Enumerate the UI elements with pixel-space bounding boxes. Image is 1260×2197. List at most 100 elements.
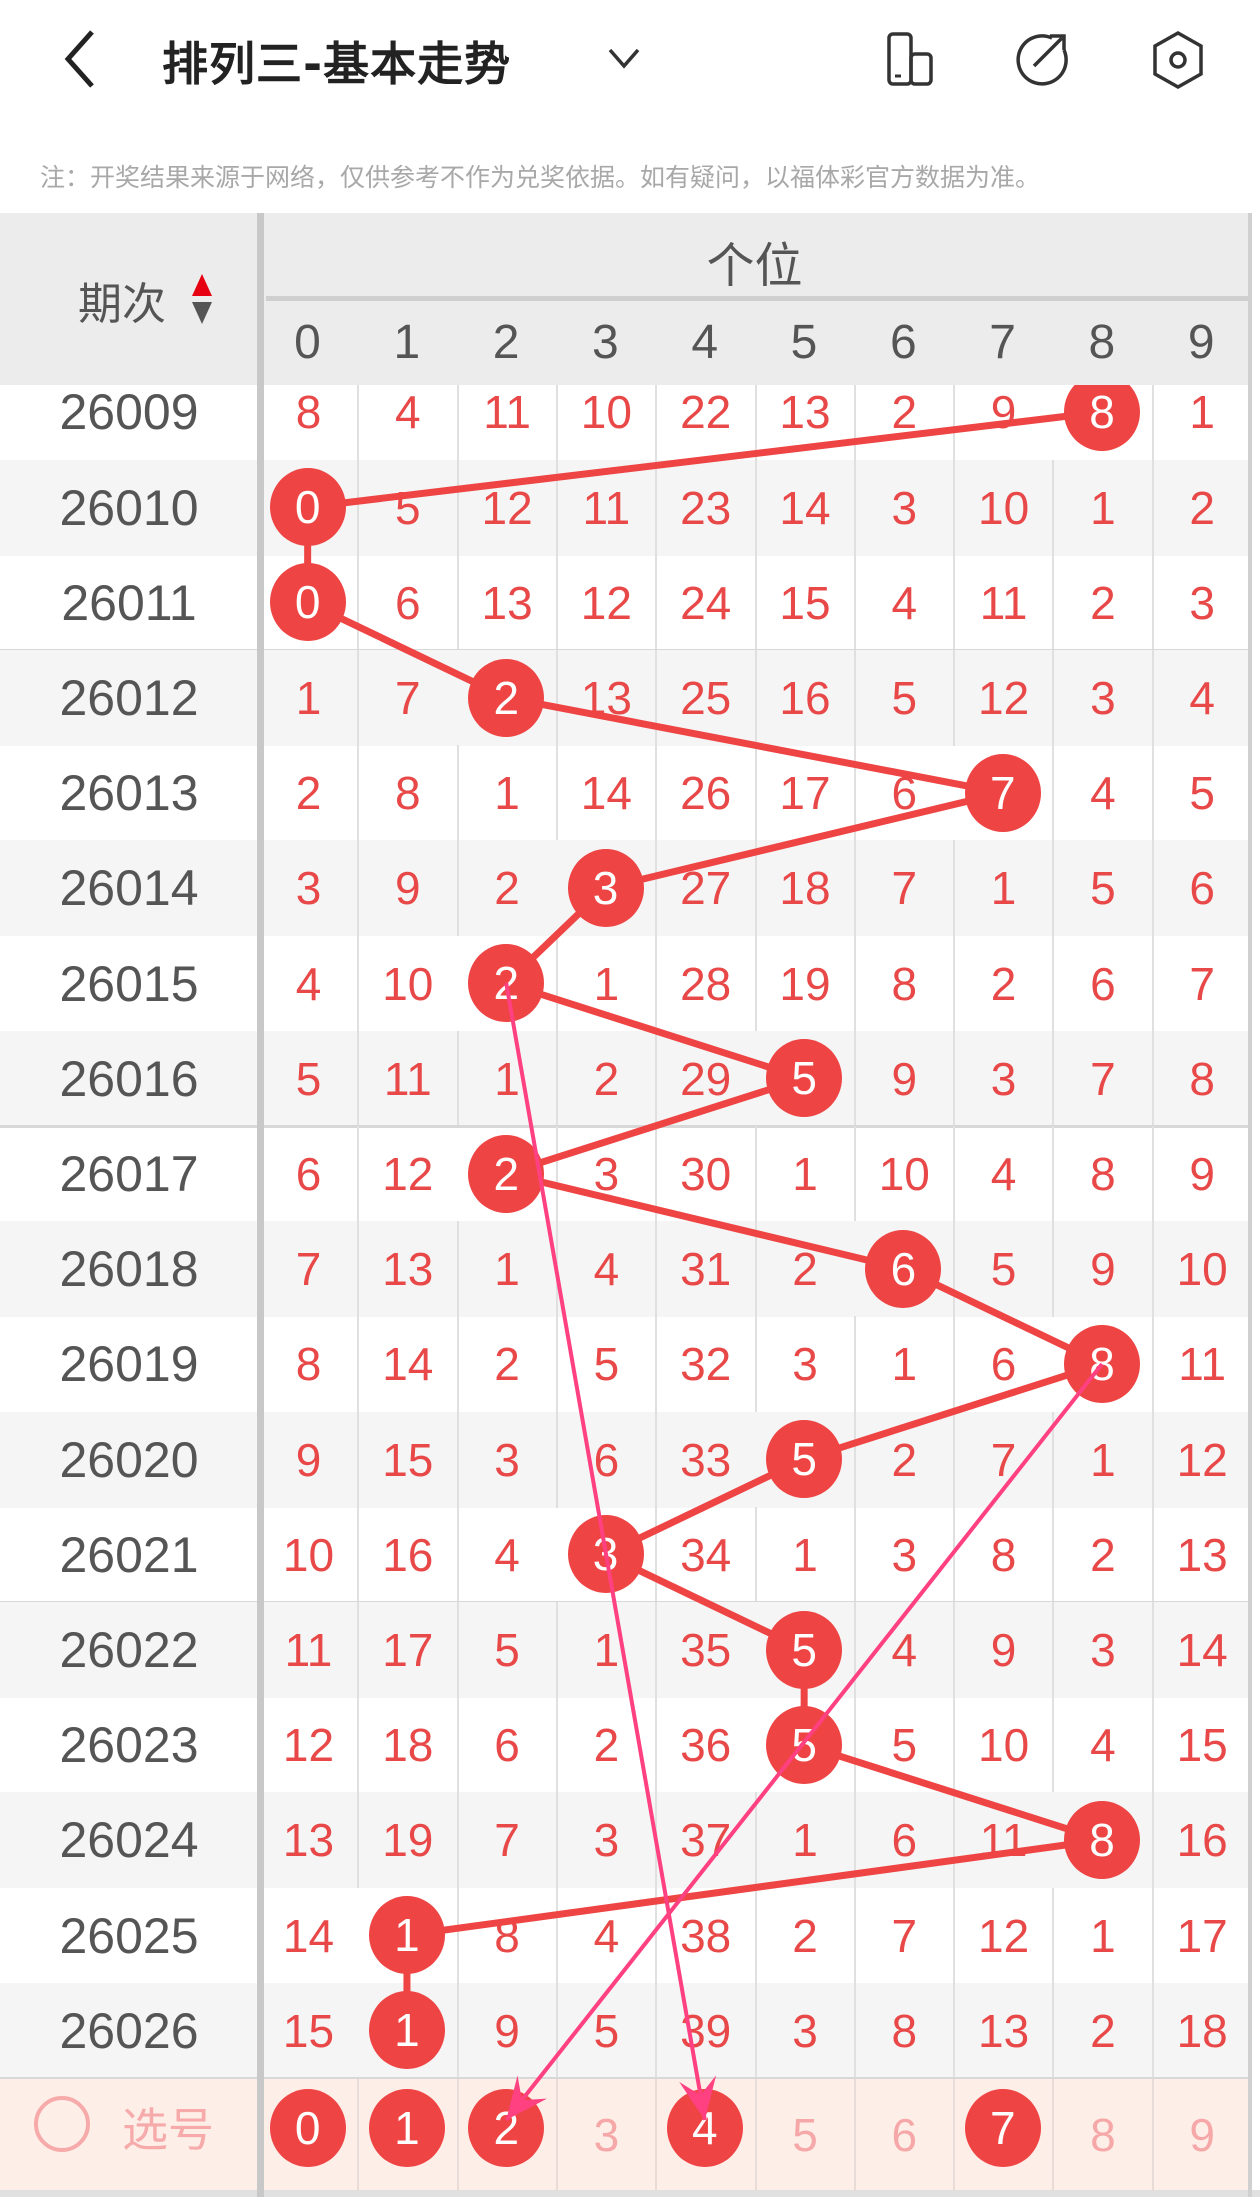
omission-cell: 2 (754, 1887, 854, 1984)
period-cell: 26020 (59, 1431, 199, 1488)
omission-cell: 11 (1151, 1316, 1250, 1413)
select-number-9[interactable]: 9 (1151, 2079, 1251, 2191)
omission-cell: 8 (853, 1982, 953, 2079)
omission-cell: 16 (754, 650, 854, 746)
omission-cell: 17 (357, 1602, 456, 1698)
omission-cell: 35 (655, 1602, 754, 1698)
omission-cell: 9 (1052, 1221, 1151, 1318)
select-number-7[interactable] (953, 2079, 1052, 2191)
selected-number-ball[interactable]: 1 (368, 2089, 445, 2167)
omission-cell: 17 (1151, 1887, 1250, 1984)
omission-cell: 29 (655, 1030, 754, 1127)
table-row: 26022 11 17 5 1 35 4 9 3 14 (0, 1602, 1250, 1698)
selected-number-ball[interactable]: 2 (468, 2089, 545, 2167)
omission-cell: 37 (655, 1792, 754, 1889)
settings-icon[interactable] (1148, 30, 1208, 90)
omission-cell: 6 (953, 1316, 1052, 1413)
table-row: 26025 14 8 4 38 2 7 12 1 17 (0, 1887, 1250, 1984)
omission-cell: 7 (953, 1411, 1052, 1508)
period-cell: 26012 (59, 670, 199, 726)
hit-ball: 2 (468, 658, 545, 737)
omission-cell: 3 (555, 1792, 655, 1889)
selected-number-ball[interactable]: 0 (269, 2089, 346, 2167)
select-number-2[interactable] (456, 2079, 556, 2191)
omission-cell: 16 (357, 1506, 456, 1603)
column-header-6: 6 (889, 316, 917, 369)
period-cell: 26011 (61, 574, 197, 631)
omission-cell: 6 (357, 554, 456, 651)
table-row: 26009 8 4 11 10 22 13 2 9 1 (0, 385, 1250, 461)
omission-cell: 4 (953, 1126, 1052, 1222)
omission-cell: 4 (1052, 745, 1151, 842)
omission-cell: 2 (456, 1316, 556, 1413)
table-row: 26016 5 11 1 2 29 9 3 7 8 (0, 1030, 1250, 1127)
omission-cell: 10 (1151, 1221, 1250, 1318)
omission-cell: 3 (456, 1411, 556, 1508)
select-number-3[interactable]: 3 (555, 2079, 655, 2191)
omission-cell: 28 (655, 935, 754, 1032)
omission-cell: 5 (853, 1697, 953, 1794)
omission-cell: 23 (655, 459, 754, 556)
omission-cell: 9 (1151, 1126, 1250, 1222)
hit-ball: 1 (368, 1991, 445, 2070)
omission-cell: 5 (258, 1030, 357, 1127)
trend-table-body[interactable]: 26009 8 4 11 10 22 13 2 9 1 26010 5 12 11 23 14 3 10 1 2 260… (0, 385, 1250, 2079)
select-number-6[interactable]: 6 (853, 2079, 953, 2191)
top-bar: 排列三-基本走势 (0, 0, 1260, 120)
omission-cell: 19 (357, 1792, 456, 1889)
omission-cell: 3 (555, 1126, 655, 1222)
select-radio[interactable] (34, 2096, 90, 2152)
omission-cell: 1 (853, 1316, 953, 1413)
period-header[interactable]: 期次 (78, 279, 166, 330)
period-cell: 26009 (59, 385, 199, 441)
page-title[interactable]: 排列三-基本走势 (162, 37, 512, 91)
sort-icon[interactable] (190, 272, 214, 326)
omission-cell: 2 (754, 1221, 854, 1318)
select-number-4[interactable] (655, 2079, 754, 2191)
table-row: 26013 2 8 1 14 26 17 6 4 5 (0, 745, 1250, 842)
chevron-down-icon[interactable] (604, 40, 644, 76)
omission-cell: 10 (853, 1126, 953, 1222)
selected-number-ball[interactable]: 7 (964, 2089, 1041, 2167)
omission-cell: 10 (357, 935, 456, 1032)
omission-cell: 18 (1151, 1982, 1250, 2079)
omission-cell: 9 (853, 1030, 953, 1127)
omission-cell: 30 (655, 1126, 754, 1222)
period-cell: 26021 (59, 1526, 199, 1583)
select-number-1[interactable] (357, 2079, 456, 2191)
selected-number-ball[interactable]: 4 (666, 2089, 743, 2167)
column-header-2: 2 (492, 316, 520, 369)
omission-cell: 18 (754, 840, 854, 937)
omission-cell: 1 (1052, 1411, 1151, 1508)
omission-cell: 8 (258, 1316, 357, 1413)
omission-cell: 18 (357, 1697, 456, 1794)
column-header-8: 8 (1088, 316, 1116, 369)
omission-cell: 32 (655, 1316, 754, 1413)
omission-cell: 4 (555, 1887, 655, 1984)
share-icon[interactable] (1012, 30, 1072, 90)
omission-cell: 3 (853, 1506, 953, 1603)
omission-cell: 34 (655, 1506, 754, 1603)
omission-cell: 2 (953, 935, 1052, 1032)
period-cell: 26016 (59, 1050, 199, 1107)
omission-cell: 2 (258, 745, 357, 842)
omission-cell: 14 (555, 745, 655, 842)
omission-cell: 8 (357, 745, 456, 842)
column-header-7: 7 (989, 316, 1016, 369)
omission-cell: 7 (456, 1792, 556, 1889)
select-number-8[interactable]: 8 (1052, 2079, 1151, 2191)
omission-cell: 4 (357, 385, 456, 461)
omission-cell: 5 (357, 459, 456, 556)
layout-icon[interactable] (884, 30, 944, 90)
omission-cell: 3 (853, 459, 953, 556)
scrollbar-track[interactable] (1248, 213, 1252, 2197)
hit-ball: 0 (269, 563, 346, 642)
omission-cell: 31 (655, 1221, 754, 1318)
omission-cell: 3 (1052, 650, 1151, 746)
table-row: 26012 1 7 13 25 16 5 12 3 4 (0, 650, 1250, 746)
omission-cell: 10 (555, 385, 655, 461)
back-icon[interactable] (58, 28, 108, 90)
select-number-5[interactable]: 5 (754, 2079, 854, 2191)
omission-cell: 14 (258, 1887, 357, 1984)
omission-cell: 1 (456, 1221, 556, 1318)
